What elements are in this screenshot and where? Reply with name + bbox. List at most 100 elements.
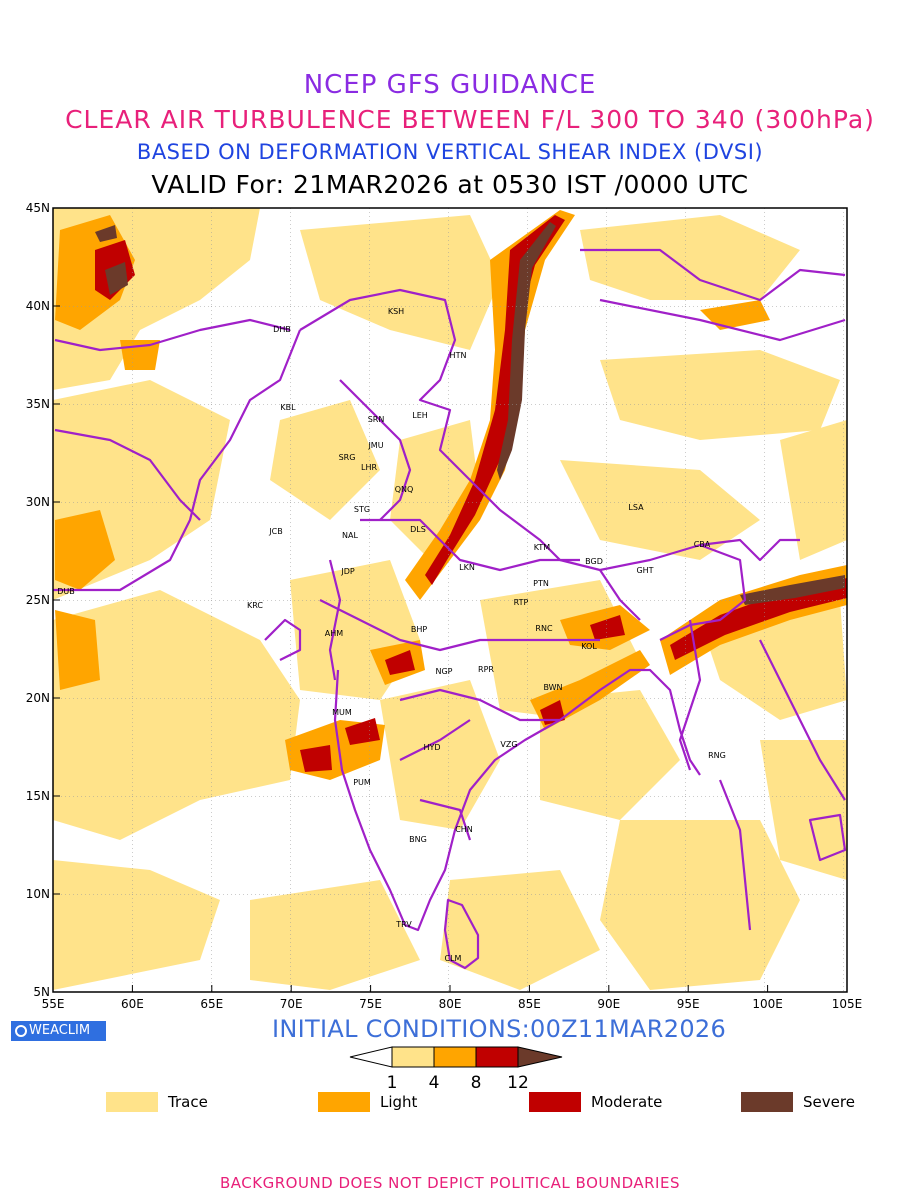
station-label-lsa: LSA: [628, 503, 644, 512]
boundary-lines: [53, 248, 847, 970]
station-label-trv: TRV: [395, 920, 412, 929]
station-label-lkn: LKN: [459, 563, 475, 572]
station-label-qnq: QNQ: [395, 485, 414, 494]
logo-text: WEACLIM: [29, 1023, 91, 1038]
colorbar-segment-light: [433, 1046, 477, 1068]
station-label-ahm: AHM: [325, 629, 343, 638]
colorbar-tick: 12: [507, 1073, 529, 1093]
central-asia-border: [54, 318, 291, 352]
valid-time: VALID For: 21MAR2026 at 0530 IST /0000 U…: [151, 170, 749, 199]
legend-swatch: [318, 1092, 370, 1112]
lat-label: 10N: [26, 887, 50, 901]
station-label-dub: DUB: [57, 587, 75, 596]
station-label-chn: CHN: [455, 825, 473, 834]
station-label-stg: STG: [354, 505, 370, 514]
western-border: [53, 329, 302, 592]
footer-note: BACKGROUND DOES NOT DEPICT POLITICAL BOU…: [220, 1174, 680, 1192]
legend-label: Moderate: [591, 1093, 663, 1111]
station-label-ksh: KSH: [388, 307, 404, 316]
peninsula-line: [718, 779, 752, 931]
northern-border: [299, 288, 747, 641]
chart-subtitle: CLEAR AIR TURBULENCE BETWEEN F/L 300 TO …: [65, 105, 875, 134]
colorbar-segment-trace: [391, 1046, 435, 1068]
lon-label: 85E: [518, 997, 541, 1011]
station-label-leh: LEH: [412, 411, 428, 420]
lat-label: 45N: [26, 201, 50, 215]
station-label-rnc: RNC: [535, 624, 553, 633]
colorbar-tick: 1: [387, 1073, 398, 1093]
colorbar-segment-moderate: [475, 1046, 519, 1068]
mongolia-line: [580, 248, 846, 302]
station-label-srg: SRG: [339, 453, 356, 462]
station-label-bgd: BGD: [585, 557, 603, 566]
lat-label: 40N: [26, 299, 50, 313]
station-label-bwn: BWN: [543, 683, 562, 692]
station-label-ngp: NGP: [435, 667, 452, 676]
station-label-dls: DLS: [410, 525, 426, 534]
station-label-lhr: LHR: [361, 463, 377, 472]
state-line-1: [399, 688, 560, 722]
lat-label: 5N: [33, 985, 50, 999]
initial-conditions: INITIAL CONDITIONS:00Z11MAR2026: [272, 1015, 727, 1043]
kashmir-border: [339, 379, 412, 521]
lon-label: 100E: [752, 997, 783, 1011]
station-label-dhb: DHB: [273, 325, 291, 334]
myanmar-border: [678, 619, 702, 771]
station-label-bng: BNG: [409, 835, 427, 844]
station-label-kbl: KBL: [280, 403, 296, 412]
colorbar-tick: 4: [429, 1073, 440, 1093]
east-border: [699, 538, 800, 562]
lon-label: 90E: [597, 997, 620, 1011]
lon-label: 55E: [42, 997, 65, 1011]
colorbar-high-arrow: [517, 1046, 563, 1068]
state-line-2: [319, 599, 600, 652]
colorbar-tick: 8: [471, 1073, 482, 1093]
station-label-pum: PUM: [353, 778, 371, 787]
station-label-kol: KOL: [581, 642, 597, 651]
coastline: [333, 668, 701, 932]
lon-label: 95E: [677, 997, 700, 1011]
lat-label: 15N: [26, 789, 50, 803]
station-label-krc: KRC: [247, 601, 263, 610]
station-label-ktm: KTM: [534, 543, 551, 552]
method-line: BASED ON DEFORMATION VERTICAL SHEAR INDE…: [136, 140, 764, 164]
station-label-cba: CBA: [694, 540, 711, 549]
state-line-6: [599, 569, 641, 621]
legend-label: Light: [380, 1093, 418, 1111]
weaclim-logo: WEACLIM: [11, 1021, 106, 1041]
china-line: [599, 298, 846, 342]
station-label-vzg: VZG: [500, 740, 517, 749]
state-line-5: [419, 798, 472, 841]
lat-label: 20N: [26, 691, 50, 705]
legend-swatch: [529, 1092, 581, 1112]
station-label-mum: MUM: [332, 708, 352, 717]
station-label-srn: SRN: [368, 415, 385, 424]
legend-label: Trace: [168, 1093, 208, 1111]
colorbar: 1 4 8 12: [349, 1046, 563, 1093]
lon-label: 80E: [439, 997, 462, 1011]
nepal-border: [360, 518, 580, 572]
state-line-4: [328, 559, 342, 681]
iran-border: [54, 428, 201, 521]
lon-label: 75E: [359, 997, 382, 1011]
station-label-ght: GHT: [636, 566, 653, 575]
station-label-bhp: BHP: [411, 625, 428, 634]
station-label-rpr: RPR: [478, 665, 494, 674]
logo-circle-icon: [15, 1025, 27, 1037]
island-outline: [443, 898, 480, 970]
station-label-jmu: JMU: [367, 441, 383, 450]
lon-label: 105E: [832, 997, 863, 1011]
lat-label: 30N: [26, 495, 50, 509]
station-label-rng: RNG: [708, 751, 726, 760]
station-label-htn: HTN: [450, 351, 467, 360]
legend-swatch: [106, 1092, 158, 1112]
lon-label: 70E: [280, 997, 303, 1011]
legend-label: Severe: [803, 1093, 855, 1111]
station-label-jdp: JDP: [340, 567, 355, 576]
lat-label: 35N: [26, 397, 50, 411]
station-label-hyd: HYD: [423, 743, 440, 752]
station-label-ptn: PTN: [533, 579, 549, 588]
state-line-3: [399, 719, 471, 761]
